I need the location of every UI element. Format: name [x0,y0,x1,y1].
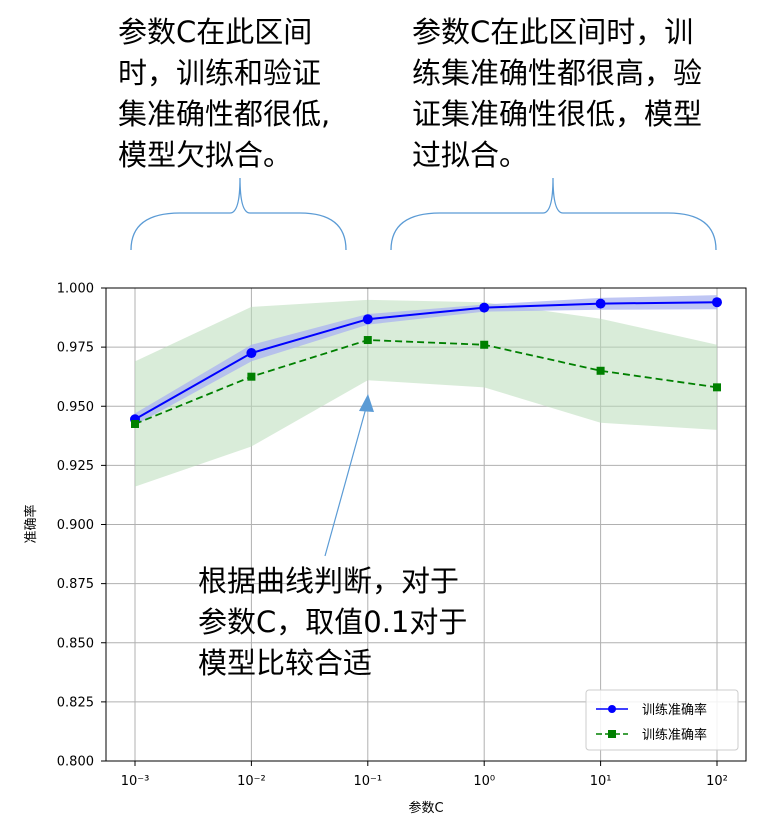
series-markers [130,297,722,428]
annotation-conclusion: 根据曲线判断，对于 参数C，取值0.1对于 模型比较合适 [198,561,467,684]
y-tick-label: 1.000 [57,282,94,297]
validation-accuracy-point [363,336,372,345]
legend-marker-train [608,705,616,713]
legend-label-train: 训练准确率 [642,702,707,718]
validation-accuracy-line [134,339,718,425]
annotation-line: 参数C，取值0.1对于 [198,605,468,639]
y-tick-label: 0.950 [57,400,94,415]
annotation-line: 模型比较合适 [198,646,373,680]
legend-box [585,689,739,751]
train-accuracy-point [595,298,606,309]
train-accuracy-line [134,301,718,421]
arrow-shaft [324,407,367,557]
x-tick-label: 10⁻² [237,774,266,789]
validation-accuracy-point [713,383,721,392]
annotation-line: 练集准确性都很高，验 [412,56,703,90]
annotation-line: 时，训练和验证 [118,56,322,90]
brace-left [130,177,347,251]
legend-label-validation: 训练准确率 [642,727,707,743]
confidence-bands [135,295,717,487]
annotation-underfit: 参数C在此区间 时，训练和验证 集准确性都很低, 模型欠拟合。 [118,12,330,176]
y-tick-label: 0.900 [57,518,94,533]
annotation-arrow [324,394,374,557]
validation-accuracy-point [247,372,256,381]
x-tick-label: 10⁰ [473,774,495,789]
train-accuracy-point [362,314,373,325]
annotation-overfit: 参数C在此区间时，训 练集准确性都很高，验 证集准确性很低，模型 过拟合。 [412,12,702,176]
validation-accuracy-point [480,340,489,349]
train-accuracy-point [246,348,257,359]
brace-group [130,177,717,251]
brace-right [390,177,717,251]
train-accuracy-point [479,302,490,313]
x-axis: 10⁻³ 10⁻² 10⁻¹ 10⁰ 10¹ 10² [121,761,728,789]
legend-marker-validation [608,730,616,738]
train-accuracy-point [712,297,722,308]
x-tick-label: 10⁻¹ [353,774,382,789]
annotation-line: 过拟合。 [412,138,529,172]
validation-accuracy-point [131,419,139,428]
annotation-line: 根据曲线判断，对于 [198,564,460,598]
validation-accuracy-point [596,366,605,375]
y-axis: 0.800 0.825 0.850 0.875 0.900 0.925 0.950 0.975… [57,282,106,770]
x-tick-label: 10² [706,774,728,789]
x-tick-label: 10⁻³ [121,774,150,789]
y-tick-label: 0.975 [57,341,94,356]
y-tick-label: 0.850 [57,636,94,651]
y-axis-label: 准确率 [23,504,39,543]
y-tick-label: 0.925 [57,459,94,474]
x-axis-label: 参数C [408,800,443,816]
arrow-head [359,394,374,412]
annotation-line: 模型欠拟合。 [118,138,293,172]
legend: 训练准确率 训练准确率 [585,689,739,751]
annotation-line: 集准确性都很低, [118,97,331,131]
validation-confidence-band [135,299,717,487]
series-lines [134,301,718,425]
x-tick-label: 10¹ [590,774,612,789]
annotation-line: 参数C在此区间时，训 [412,15,694,49]
y-tick-label: 0.825 [57,695,94,710]
train-confidence-band [135,295,717,426]
y-tick-label: 0.875 [57,577,94,592]
annotation-line: 参数C在此区间 [118,15,313,49]
annotation-line: 证集准确性很低，模型 [412,97,703,131]
y-tick-label: 0.800 [57,755,94,770]
